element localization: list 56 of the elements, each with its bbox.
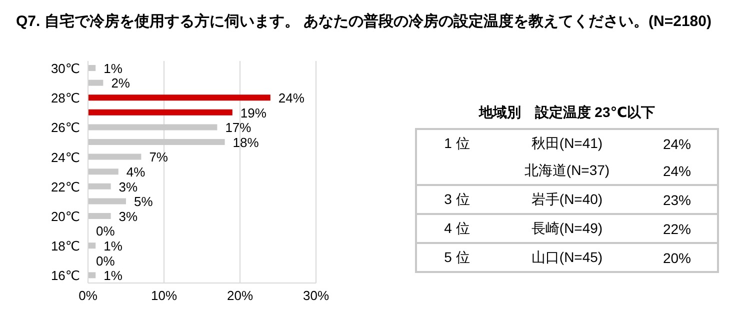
- text: 24%: [662, 162, 692, 178]
- category-label: 秋田(N=41): [530, 134, 604, 152]
- category-label: 長崎(N=49): [530, 220, 604, 238]
- bar: [88, 94, 270, 101]
- data-label: 1%: [104, 238, 123, 254]
- bar: [88, 154, 142, 160]
- bar: [88, 242, 96, 249]
- x-tick-label: 30%: [302, 288, 330, 304]
- text: 24%: [662, 136, 692, 152]
- y-tick-label: 20℃: [50, 209, 80, 224]
- text: 23%: [662, 192, 692, 208]
- data-label: 18%: [232, 134, 260, 150]
- text: Q7. 自宅で冷房を使用する方に伺います。 あなたの普段の冷房の設定温度を教えてください。(N=2180): [16, 12, 712, 31]
- x-tick-label: 10%: [150, 288, 178, 304]
- x-tick-label: 0%: [78, 288, 98, 304]
- y-tick-label: 30℃: [50, 61, 80, 76]
- data-label: 0%: [96, 253, 116, 268]
- x-tick-label: 20%: [226, 288, 254, 304]
- data-label: 0%: [96, 224, 116, 239]
- bar: [88, 124, 218, 130]
- bar: [88, 168, 118, 175]
- data-label: 7%: [149, 150, 168, 165]
- data-label: 1%: [104, 268, 123, 284]
- data-label: 1%: [104, 60, 123, 76]
- data-label: 2%: [111, 76, 130, 91]
- category-label: 山口(N=45): [530, 248, 604, 266]
- data-label: 3%: [118, 179, 138, 194]
- data-label: 5%: [134, 194, 154, 210]
- category-label: 岩手(N=40): [530, 190, 604, 208]
- y-tick-label: 22℃: [50, 179, 80, 194]
- y-tick-label: 24℃: [50, 150, 80, 165]
- category-label: 4 位: [444, 220, 470, 236]
- category-label: 北海道(N=37): [523, 162, 611, 180]
- y-tick-label: 26℃: [50, 120, 80, 136]
- data-label: 24%: [278, 90, 305, 106]
- y-tick-label: 18℃: [50, 238, 80, 254]
- data-label: 17%: [225, 120, 252, 136]
- category-label: 1 位: [444, 134, 470, 150]
- y-tick-label: 16℃: [50, 268, 80, 284]
- bar: [88, 272, 96, 278]
- y-tick-label: 28℃: [50, 90, 80, 106]
- text: 22%: [662, 220, 692, 236]
- text: 20%: [662, 250, 692, 266]
- data-label: 19%: [240, 105, 267, 120]
- bar: [88, 183, 111, 190]
- bar: [88, 80, 104, 86]
- bar: [88, 109, 232, 116]
- bar: [88, 198, 126, 204]
- data-label: 4%: [126, 164, 146, 180]
- category-label: 3 位: [444, 190, 470, 206]
- text: 地域別 設定温度 23℃以下: [478, 104, 656, 122]
- bar: [88, 65, 96, 71]
- bar: [88, 139, 225, 145]
- data-label: 3%: [118, 208, 138, 224]
- category-label: 5 位: [444, 248, 470, 264]
- bar: [88, 213, 111, 219]
